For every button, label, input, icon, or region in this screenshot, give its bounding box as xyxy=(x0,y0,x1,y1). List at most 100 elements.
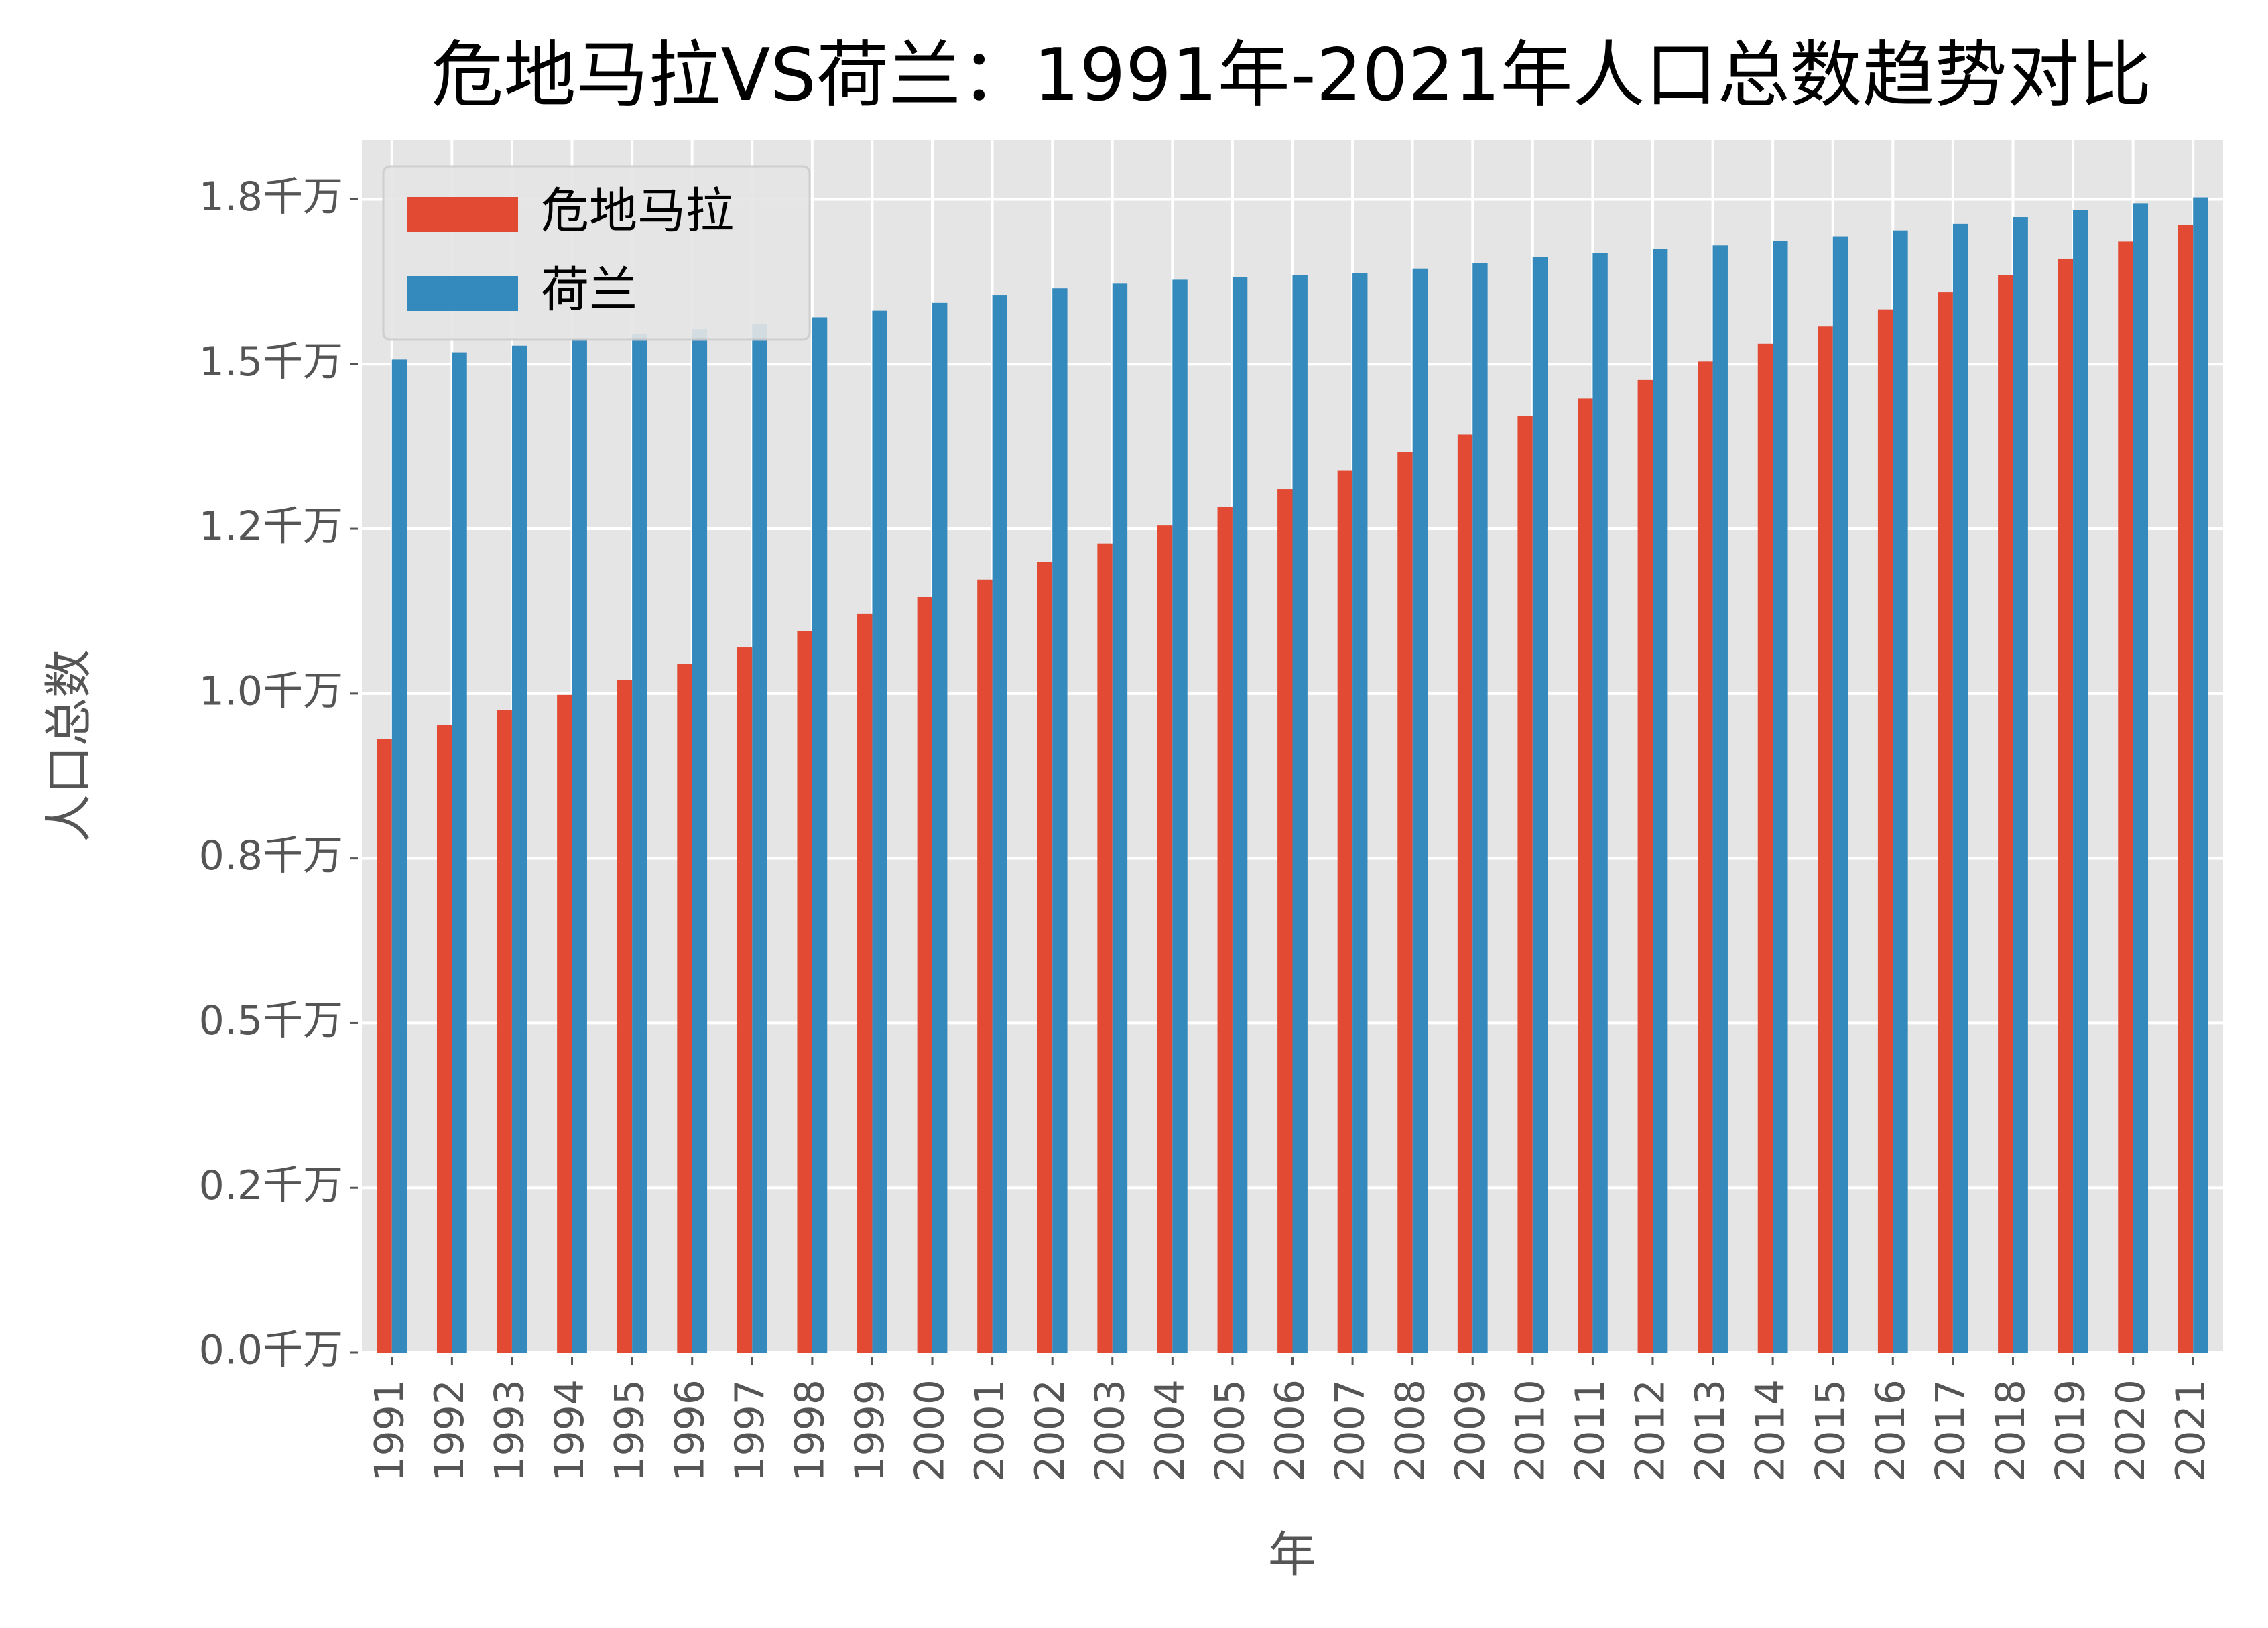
bar xyxy=(511,345,527,1353)
y-tick-label: 0.5千万 xyxy=(199,997,343,1044)
y-tick-label: 0.8千万 xyxy=(199,832,343,879)
y-tick-label: 1.5千万 xyxy=(199,338,343,385)
bar xyxy=(1352,273,1368,1353)
bar xyxy=(1397,452,1413,1353)
x-tick-label: 1994 xyxy=(546,1379,593,1482)
bar xyxy=(557,694,572,1353)
x-tick-label: 2002 xyxy=(1027,1379,1074,1482)
bar xyxy=(1998,275,2013,1353)
bar xyxy=(917,597,933,1353)
bar xyxy=(737,647,753,1353)
bar xyxy=(436,725,452,1353)
x-tick-label: 2001 xyxy=(966,1379,1013,1482)
bar xyxy=(932,302,948,1353)
bar xyxy=(977,579,993,1353)
x-tick-label: 1992 xyxy=(426,1379,473,1482)
bar xyxy=(1818,326,1833,1353)
bar xyxy=(1472,263,1488,1353)
bar xyxy=(1097,543,1113,1353)
bar xyxy=(1592,253,1608,1353)
chart-title: 危地马拉VS荷兰：1991年-2021年人口总数趋势对比 xyxy=(431,34,2151,117)
bar xyxy=(1938,292,1953,1353)
bar xyxy=(1832,236,1848,1353)
bar xyxy=(857,613,873,1353)
x-tick-label: 2018 xyxy=(1987,1379,2034,1482)
x-tick-label: 2010 xyxy=(1507,1379,1554,1482)
bar xyxy=(2178,225,2194,1353)
y-tick-label: 0.0千万 xyxy=(199,1327,343,1374)
bar xyxy=(1112,283,1128,1353)
bar xyxy=(752,324,767,1353)
bar xyxy=(1052,288,1068,1353)
legend-swatch xyxy=(407,276,518,311)
bar xyxy=(2133,203,2149,1353)
x-tick-label: 1991 xyxy=(366,1379,413,1482)
bar xyxy=(692,329,708,1353)
x-tick-label: 2017 xyxy=(1927,1379,1974,1482)
bar xyxy=(617,680,633,1353)
bar xyxy=(452,352,467,1353)
x-tick-label: 1993 xyxy=(487,1379,533,1482)
bar xyxy=(2058,258,2074,1353)
bar xyxy=(1157,525,1173,1353)
x-tick-label: 2013 xyxy=(1687,1379,1734,1482)
x-tick-label: 2020 xyxy=(2107,1379,2154,1482)
y-axis-label: 人口总数 xyxy=(41,649,97,842)
bar xyxy=(1712,245,1728,1353)
bar xyxy=(1232,277,1248,1353)
x-tick-label: 2015 xyxy=(1807,1379,1854,1482)
x-axis-label: 年 xyxy=(1268,1527,1316,1583)
bar xyxy=(2073,210,2088,1353)
bar xyxy=(1517,416,1533,1353)
bar xyxy=(632,334,647,1353)
x-tick-label: 2003 xyxy=(1086,1379,1133,1482)
x-tick-label: 2006 xyxy=(1267,1379,1314,1482)
y-tick-label: 1.0千万 xyxy=(199,668,343,714)
x-tick-label: 1999 xyxy=(846,1379,893,1482)
bar xyxy=(572,338,587,1353)
legend-label: 危地马拉 xyxy=(541,183,734,239)
bar xyxy=(1172,279,1188,1353)
bar xyxy=(1578,398,1593,1353)
x-tick-label: 2004 xyxy=(1147,1379,1194,1482)
bar xyxy=(1877,309,1893,1353)
bar xyxy=(391,359,407,1353)
x-tick-label: 2005 xyxy=(1207,1379,1254,1482)
bar xyxy=(1532,257,1548,1353)
bar xyxy=(1652,249,1668,1353)
y-tick-label: 0.2千万 xyxy=(199,1162,343,1209)
legend-swatch xyxy=(407,197,518,232)
bar xyxy=(1037,562,1053,1353)
bar xyxy=(872,310,887,1353)
bar xyxy=(1637,379,1653,1353)
bar xyxy=(2193,197,2208,1353)
x-tick-label: 2007 xyxy=(1327,1379,1374,1482)
bar xyxy=(797,631,812,1353)
bar xyxy=(1757,343,1773,1353)
x-tick-label: 1996 xyxy=(666,1379,713,1482)
x-tick-label: 2016 xyxy=(1867,1379,1914,1482)
bar xyxy=(1698,361,1713,1353)
bar xyxy=(1292,275,1308,1353)
x-tick-label: 2008 xyxy=(1387,1379,1434,1482)
y-tick-label: 1.8千万 xyxy=(199,174,343,221)
bar xyxy=(1893,230,1908,1353)
x-tick-label: 2000 xyxy=(907,1379,954,1482)
legend-label: 荷兰 xyxy=(541,262,637,318)
bar xyxy=(1412,268,1428,1353)
bar xyxy=(1952,223,1968,1353)
y-tick-label: 1.2千万 xyxy=(199,503,343,550)
bar xyxy=(1277,489,1293,1353)
x-tick-label: 2014 xyxy=(1747,1379,1794,1482)
bar xyxy=(1773,241,1788,1353)
x-tick-label: 1997 xyxy=(727,1379,773,1482)
x-tick-label: 2012 xyxy=(1627,1379,1674,1482)
bar xyxy=(2118,241,2133,1353)
x-tick-label: 2019 xyxy=(2048,1379,2094,1482)
bar xyxy=(497,710,512,1353)
bar xyxy=(1217,507,1233,1353)
x-tick-label: 2011 xyxy=(1567,1379,1614,1482)
bar xyxy=(1457,434,1473,1353)
x-tick-label: 2009 xyxy=(1447,1379,1494,1482)
